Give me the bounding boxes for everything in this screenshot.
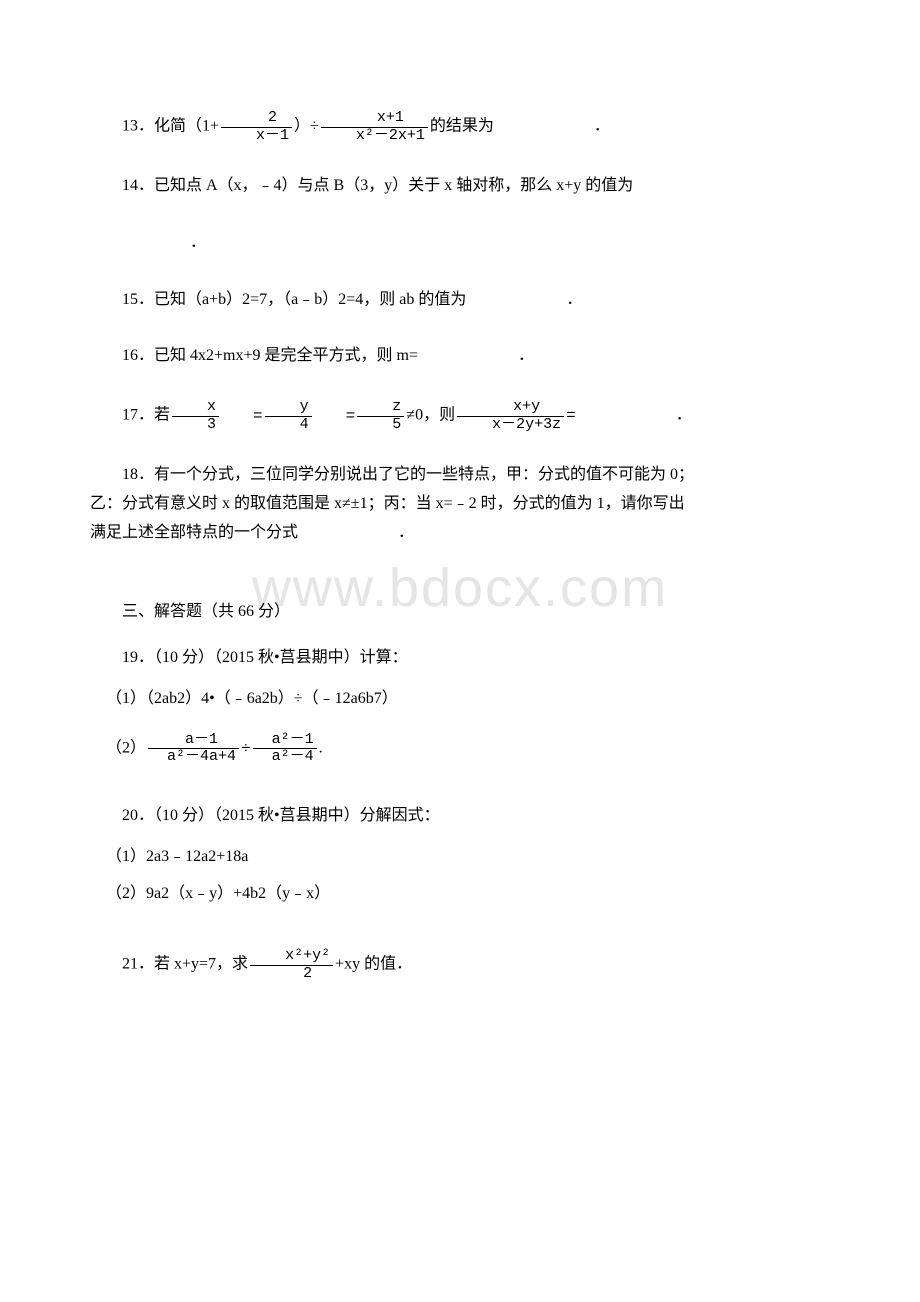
q19-s2-f2-den: a²－4 — [253, 748, 317, 766]
q17-neq: ≠0，则 — [406, 407, 455, 424]
q19-s2-f1-den: a²－4a+4 — [148, 748, 239, 766]
q13-end: ． — [594, 118, 610, 135]
q17-f2-num: y — [265, 399, 312, 416]
q20-sub2: （2）9a2（x﹣y）+4b2（y﹣x） — [90, 880, 830, 909]
q19-header-text: 19．（10 分）（2015 秋•莒县期中）计算： — [122, 649, 408, 666]
q15-text: 15．已知（a+b）2=7，（a﹣b）2=4，则 ab 的值为 — [122, 291, 466, 308]
q13-frac2-den: x²－2x+1 — [321, 127, 428, 145]
q13-frac1-den: x－1 — [221, 127, 292, 145]
q17-eq1: = — [221, 402, 263, 431]
q21-frac: x²+y²2 — [250, 948, 333, 982]
q17-frac2: y4 — [265, 399, 312, 433]
q21-prefix: 21．若 x+y=7，求 — [122, 956, 248, 973]
q21-f-num: x²+y² — [250, 948, 333, 965]
q18-l2: 乙：分式有意义时 x 的取值范围是 x≠±1；丙：当 x=﹣2 时，分式的值为 … — [90, 495, 685, 512]
q13-suffix: 的结果为 — [430, 118, 494, 135]
q19-s2-f1-num: a－1 — [148, 732, 239, 749]
q14-line1: 14．已知点 A（x，﹣4）与点 B（3，y）关于 x 轴对称，那么 x+y 的… — [122, 177, 633, 194]
q20-sub1-text: （1）2a3﹣12a2+18a — [106, 848, 248, 865]
question-20-header: 20．（10 分）（2015 秋•莒县期中）分解因式： — [90, 802, 830, 831]
q19-sub2-frac2: a²－1a²－4 — [253, 732, 317, 766]
question-16: 16．已知 4x2+mx+9 是完全平方式，则 m= ． — [90, 342, 830, 371]
q13-frac2-num: x+1 — [321, 110, 428, 127]
q17-f4-num: x+y — [457, 399, 564, 416]
question-18-line3: 满足上述全部特点的一个分式 ． — [90, 519, 830, 548]
q13-frac2: x+1x²－2x+1 — [321, 110, 428, 144]
question-19-header: 19．（10 分）（2015 秋•莒县期中）计算： — [90, 644, 830, 673]
q17-f3-num: z — [357, 399, 404, 416]
section-3-header: 三、解答题（共 66 分） — [90, 598, 830, 627]
q19-sub2: （2）a－1a²－4a+4÷a²－1a²－4. — [90, 732, 830, 766]
question-18-line2: 乙：分式有意义时 x 的取值范围是 x≠±1；丙：当 x=﹣2 时，分式的值为 … — [90, 490, 830, 519]
q18-end: ． — [398, 524, 414, 541]
q17-prefix: 17．若 — [122, 407, 170, 424]
question-18-line1: 18．有一个分式，三位同学分别说出了它的一些特点，甲：分式的值不可能为 0； — [90, 461, 830, 490]
q18-l3: 满足上述全部特点的一个分式 — [90, 524, 298, 541]
q14-line2: ． — [190, 234, 206, 251]
q17-f4-den: x－2y+3z — [457, 416, 564, 434]
q17-frac3: z5 — [357, 399, 404, 433]
q19-sub2-prefix: （2） — [106, 740, 146, 757]
question-21: 21．若 x+y=7，求x²+y²2+xy 的值． — [90, 948, 830, 982]
q20-header-text: 20．（10 分）（2015 秋•莒县期中）分解因式： — [122, 807, 440, 824]
q19-s2-f2-num: a²－1 — [253, 732, 317, 749]
q17-f1-den: 3 — [172, 416, 219, 434]
q17-eq2: = — [314, 402, 356, 431]
q17-eq3: = — [566, 407, 576, 425]
q13-frac1-num: 2 — [221, 110, 292, 127]
q19-sub1: （1）（2ab2）4•（﹣6a2b）÷（﹣12a6b7） — [90, 685, 830, 714]
q20-sub1: （1）2a3﹣12a2+18a — [90, 843, 830, 872]
q16-text: 16．已知 4x2+mx+9 是完全平方式，则 m= — [122, 347, 418, 364]
question-17: 17．若x3=y4=z5≠0，则x+yx－2y+3z=． — [90, 399, 830, 433]
q16-end: ． — [518, 347, 534, 364]
q18-l1: 18．有一个分式，三位同学分别说出了它的一些特点，甲：分式的值不可能为 0； — [122, 466, 694, 483]
q19-sub1-text: （1）（2ab2）4•（﹣6a2b）÷（﹣12a6b7） — [106, 690, 398, 707]
q17-end: ． — [676, 407, 692, 424]
q13-prefix: 13．化简（1+ — [122, 118, 219, 135]
question-13: 13．化简（1+2x－1）÷x+1x²－2x+1的结果为 ． — [90, 110, 830, 144]
q13-frac1: 2x－1 — [221, 110, 292, 144]
q17-f2-den: 4 — [265, 416, 312, 434]
q15-end: ． — [566, 291, 582, 308]
q21-suffix: +xy 的值． — [335, 956, 412, 973]
q17-f1-num: x — [172, 399, 219, 416]
q19-sub2-frac1: a－1a²－4a+4 — [148, 732, 239, 766]
q14-cont: ． — [90, 229, 830, 258]
q13-mid: ）÷ — [294, 118, 319, 135]
question-15: 15．已知（a+b）2=7，（a﹣b）2=4，则 ab 的值为 ． — [90, 286, 830, 315]
section-3-text: 三、解答题（共 66 分） — [122, 603, 290, 620]
page-content: 13．化简（1+2x－1）÷x+1x²－2x+1的结果为． 14．已知点 A（x… — [90, 60, 830, 982]
q17-frac1: x3 — [172, 399, 219, 433]
q17-frac4: x+yx－2y+3z — [457, 399, 564, 433]
q17-f3-den: 5 — [357, 416, 404, 434]
q21-f-den: 2 — [250, 965, 333, 983]
q19-sub2-div: ÷ — [241, 740, 251, 758]
question-14: 14．已知点 A（x，﹣4）与点 B（3，y）关于 x 轴对称，那么 x+y 的… — [90, 172, 830, 201]
q20-sub2-text: （2）9a2（x﹣y）+4b2（y﹣x） — [106, 885, 330, 902]
q19-sub2-end: . — [319, 740, 323, 757]
